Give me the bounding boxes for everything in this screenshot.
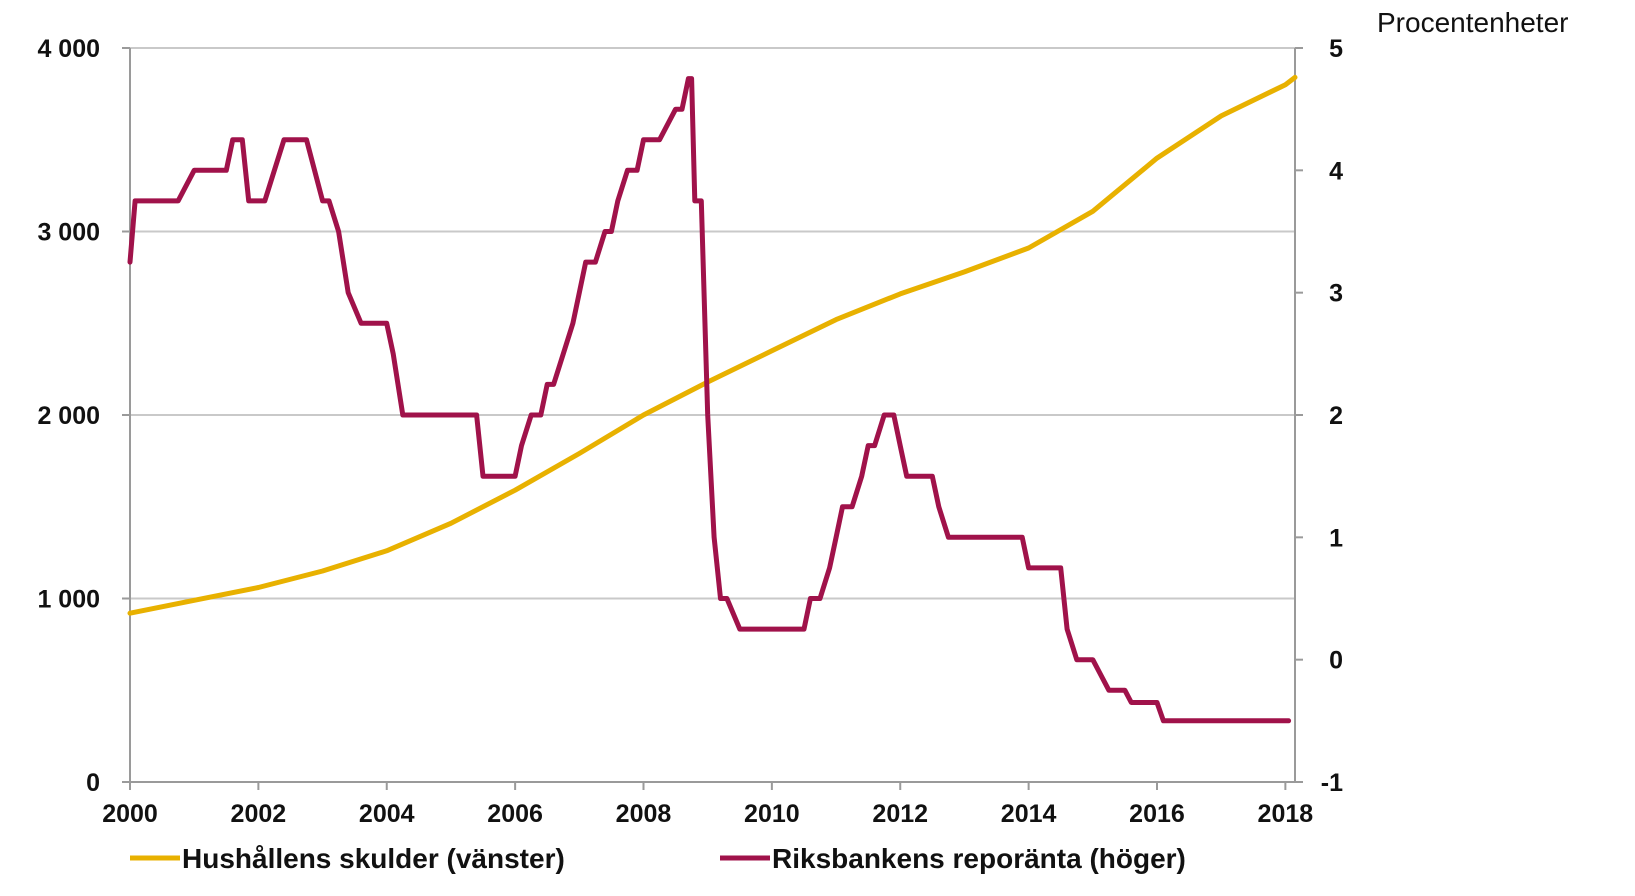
x-tick-label: 2002 <box>231 800 287 828</box>
legend: Hushållens skulder (vänster) Riksbankens … <box>130 843 1186 874</box>
x-tick-label: 2008 <box>616 800 672 828</box>
right-tick-label: 0 <box>1329 647 1343 675</box>
left-tick-label: 4 000 <box>37 35 100 63</box>
right-tick-label: 4 <box>1329 157 1343 185</box>
x-tick-label: 2006 <box>487 800 543 828</box>
axes <box>122 47 1303 790</box>
x-tick-label: 2004 <box>359 800 415 828</box>
x-tick-label: 2018 <box>1258 800 1314 828</box>
x-tick-label: 2000 <box>102 800 158 828</box>
right-tick-label: 1 <box>1329 524 1343 552</box>
left-tick-label: 0 <box>86 769 100 797</box>
tick-labels: 2000 2002 2004 2006 2008 2010 2012 2014 2016 2018… <box>37 35 1343 828</box>
right-tick-label: 2 <box>1329 402 1343 430</box>
series-line-household-debt <box>127 74 1298 616</box>
x-tick-label: 2016 <box>1129 800 1185 828</box>
right-tick-label: -1 <box>1321 769 1343 797</box>
series-lines <box>127 74 1298 724</box>
legend-label: Riksbankens reporänta (höger) <box>772 843 1186 874</box>
x-tick-label: 2010 <box>744 800 800 828</box>
left-tick-label: 3 000 <box>37 219 100 247</box>
legend-label: Hushållens skulder (vänster) <box>182 843 565 874</box>
series-line-repo-rate <box>127 76 1292 724</box>
left-tick-label: 1 000 <box>37 586 100 614</box>
right-tick-label: 5 <box>1329 35 1343 63</box>
left-tick-label: 2 000 <box>37 402 100 430</box>
x-tick-label: 2012 <box>872 800 928 828</box>
right-tick-label: 3 <box>1329 280 1343 308</box>
right-axis-unit-label: Procentenheter <box>1377 7 1568 38</box>
x-tick-label: 2014 <box>1001 800 1057 828</box>
gridlines <box>130 47 1295 600</box>
